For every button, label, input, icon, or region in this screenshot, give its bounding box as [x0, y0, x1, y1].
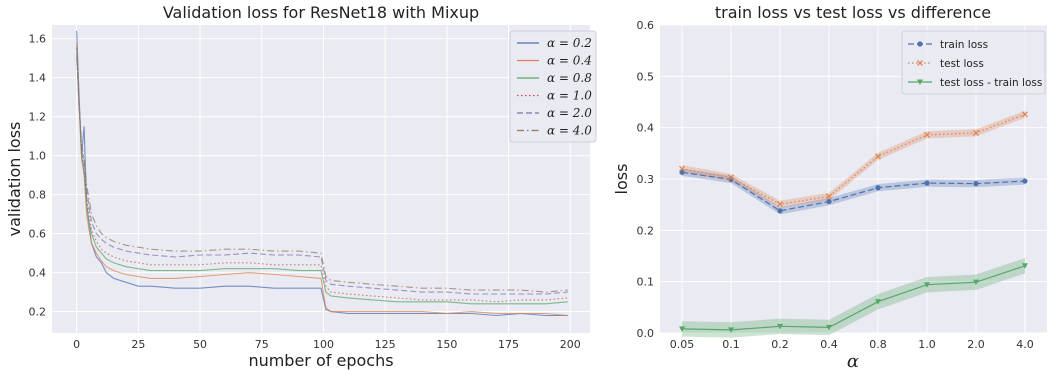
right-data-point [728, 174, 735, 181]
right-data-point [874, 299, 881, 305]
left-legend-box [509, 30, 597, 143]
right-data-point [1021, 111, 1028, 118]
left-series-line-3 [76, 48, 568, 303]
right-y-axis-label: loss [612, 164, 631, 195]
left-y-tick-label: 0.4 [29, 267, 47, 280]
left-y-tick-label: 0.6 [29, 228, 47, 241]
right-x-tick-label: 0.8 [869, 338, 887, 351]
right-y-tick-label: 0.5 [637, 70, 655, 83]
right-y-tick-label: 0.3 [637, 173, 655, 186]
right-y-tick-label: 0.6 [637, 19, 655, 32]
right-data-point [923, 131, 931, 138]
right-y-tick-label: 0.1 [637, 276, 655, 289]
left-x-tick-label: 25 [131, 338, 145, 351]
right-x-tick-label: 2.0 [967, 338, 985, 351]
right-series [679, 111, 1028, 333]
right-tick-labels: 0.05 0.1 0.2 0.4 0.8 1.0 2.0 4.0 0.0 0.1 0.2 0.3 0.4… [637, 19, 1034, 351]
left-grid [52, 25, 590, 333]
right-y-tick-label: 0.4 [637, 122, 655, 135]
left-y-tick-label: 1.4 [29, 72, 47, 85]
right-y-tick-label: 0.0 [637, 327, 655, 340]
left-x-tick-label: 100 [313, 338, 334, 351]
right-chart: 0.05 0.1 0.2 0.4 0.8 1.0 2.0 4.0 0.0 0.1 0.2 0.3 0.4… [612, 3, 1047, 370]
right-legend-label: train loss [940, 39, 988, 51]
left-x-tick-label: 75 [255, 338, 269, 351]
right-x-tick-label: 0.4 [820, 338, 838, 351]
left-y-tick-label: 0.2 [29, 306, 47, 319]
right-data-point [826, 324, 833, 331]
left-x-tick-label: 125 [375, 338, 396, 351]
left-legend-label: α = 0.2 [547, 36, 592, 50]
right-data-point [1022, 178, 1028, 184]
left-series-line-4 [76, 54, 568, 295]
left-y-tick-label: 0.8 [29, 189, 47, 202]
left-chart: 0 25 50 75 100 125 150 175 200 0.2 0.4 0.6 0.8 1.0 1.2… [5, 3, 597, 370]
right-series-line-0 [681, 171, 1026, 212]
right-grid [660, 24, 1047, 334]
right-data-point [777, 323, 784, 330]
left-legend: α = 0.2 α = 0.4 α = 0.8 α = 1.0 α = 2.0 α = 4… [509, 30, 597, 143]
right-series-line-2 [681, 265, 1026, 331]
right-chart-title: train loss vs test loss vs difference [715, 3, 991, 22]
left-y-tick-label: 1.6 [29, 33, 47, 46]
left-x-tick-label: 175 [498, 338, 519, 351]
right-data-point [924, 180, 930, 186]
right-data-point [679, 326, 686, 332]
right-data-point [679, 165, 686, 172]
right-data-point [826, 198, 832, 205]
right-data-point [777, 208, 783, 214]
left-chart-title: Validation loss for ResNet18 with Mixup [163, 3, 479, 22]
left-y-axis-label: validation loss [5, 122, 24, 237]
left-series-line-1 [76, 42, 568, 317]
right-x-tick-label: 1.0 [918, 338, 936, 351]
right-data-point [679, 169, 685, 175]
left-legend-label: α = 1.0 [547, 89, 592, 103]
right-error-band-2 [682, 258, 1025, 338]
right-data-point [973, 181, 979, 187]
right-legend-marker [917, 41, 923, 47]
left-series-line-2 [76, 46, 568, 305]
right-data-point [776, 201, 784, 208]
right-x-tick-label: 0.1 [722, 338, 740, 351]
left-x-axis-label: number of epochs [248, 351, 393, 370]
left-series [76, 30, 568, 317]
right-x-axis-label: α [847, 351, 859, 370]
right-data-point [923, 282, 930, 288]
right-legend-marker [916, 59, 924, 67]
right-x-tick-label: 0.05 [670, 338, 695, 351]
right-series-line-1 [681, 113, 1026, 205]
right-data-point [874, 153, 882, 160]
right-data-point [972, 279, 979, 286]
left-tick-labels: 0 25 50 75 100 125 150 175 200 0.2 0.4 0.6 0.8 1.0 1.2… [29, 33, 581, 351]
left-y-tick-label: 1.2 [29, 111, 47, 124]
left-legend-label: α = 0.4 [547, 54, 592, 68]
right-data-point [825, 193, 833, 200]
right-legend-marker [917, 79, 923, 85]
right-data-point [972, 129, 979, 136]
left-legend-label: α = 2.0 [547, 106, 592, 120]
left-x-tick-label: 0 [73, 338, 80, 351]
right-legend-box [901, 30, 1046, 95]
left-legend-label: α = 0.8 [547, 71, 592, 85]
right-y-tick-label: 0.2 [637, 224, 655, 237]
right-x-tick-label: 4.0 [1016, 338, 1034, 351]
right-legend-label: test loss - train loss [940, 77, 1042, 89]
right-legend: train loss test loss test loss - train los… [901, 30, 1046, 95]
left-legend-label: α = 4.0 [547, 124, 592, 138]
left-x-tick-label: 50 [193, 338, 207, 351]
right-data-point [728, 327, 735, 333]
right-x-tick-label: 0.2 [771, 338, 789, 351]
left-y-tick-label: 1.0 [29, 150, 47, 163]
left-series-line-0 [76, 30, 568, 317]
left-series-line-5 [76, 58, 568, 293]
left-plot-background [52, 25, 590, 333]
right-data-point [875, 185, 881, 191]
right-data-point [1021, 263, 1028, 269]
left-x-tick-label: 150 [436, 338, 457, 351]
left-x-tick-label: 200 [560, 338, 581, 351]
right-legend-label: test loss [940, 58, 984, 70]
